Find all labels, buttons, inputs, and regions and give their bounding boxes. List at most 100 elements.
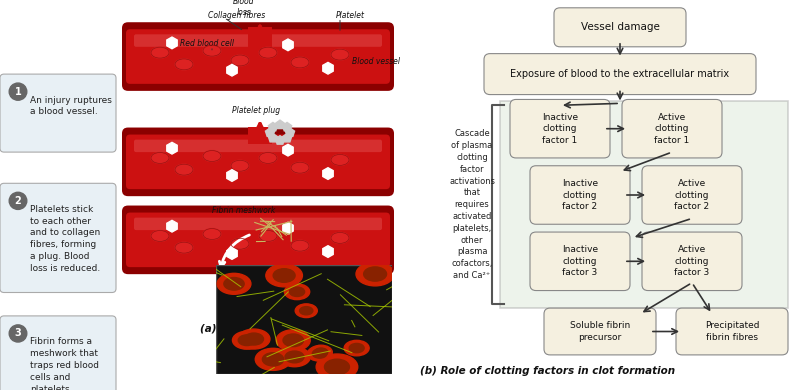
Text: 2: 2 — [14, 196, 22, 206]
FancyBboxPatch shape — [134, 140, 382, 152]
Circle shape — [290, 287, 305, 296]
Ellipse shape — [259, 230, 277, 241]
Polygon shape — [323, 62, 333, 74]
FancyBboxPatch shape — [500, 101, 788, 308]
FancyBboxPatch shape — [544, 308, 656, 355]
Circle shape — [10, 83, 27, 100]
Circle shape — [349, 344, 364, 353]
FancyBboxPatch shape — [122, 22, 394, 91]
Text: Exposure of blood to the extracellular matrix: Exposure of blood to the extracellular m… — [510, 69, 730, 79]
Ellipse shape — [291, 57, 309, 68]
Text: 1: 1 — [14, 87, 22, 97]
Text: An injury ruptures
a blood vessel.: An injury ruptures a blood vessel. — [30, 96, 112, 116]
FancyBboxPatch shape — [554, 8, 686, 47]
Circle shape — [244, 333, 263, 345]
Ellipse shape — [231, 55, 249, 66]
Ellipse shape — [175, 59, 193, 70]
Ellipse shape — [203, 151, 221, 161]
FancyBboxPatch shape — [676, 308, 788, 355]
Ellipse shape — [259, 47, 277, 58]
Circle shape — [300, 307, 313, 315]
FancyBboxPatch shape — [0, 183, 116, 292]
FancyBboxPatch shape — [134, 218, 382, 230]
FancyBboxPatch shape — [530, 166, 630, 224]
Polygon shape — [286, 128, 294, 136]
Circle shape — [312, 349, 327, 358]
Text: Active
clotting
factor 3: Active clotting factor 3 — [674, 245, 710, 277]
Polygon shape — [282, 122, 292, 131]
Ellipse shape — [203, 229, 221, 239]
FancyBboxPatch shape — [126, 213, 390, 267]
Text: Red blood cell: Red blood cell — [180, 39, 234, 48]
Circle shape — [316, 354, 358, 380]
Polygon shape — [268, 133, 278, 142]
FancyBboxPatch shape — [126, 135, 390, 189]
Ellipse shape — [231, 238, 249, 249]
Text: Active
clotting
factor 1: Active clotting factor 1 — [654, 113, 690, 145]
Text: Fibrin meshwork: Fibrin meshwork — [212, 206, 275, 214]
Text: Collagen fibres: Collagen fibres — [208, 11, 266, 20]
Polygon shape — [323, 246, 333, 257]
Polygon shape — [323, 168, 333, 179]
Circle shape — [273, 269, 295, 282]
Ellipse shape — [291, 240, 309, 251]
Circle shape — [344, 340, 369, 356]
Circle shape — [314, 348, 328, 356]
Ellipse shape — [175, 242, 193, 253]
Circle shape — [262, 353, 284, 366]
Text: Blood vessel: Blood vessel — [352, 57, 400, 66]
Text: Soluble fibrin
precursor: Soluble fibrin precursor — [570, 321, 630, 342]
FancyBboxPatch shape — [642, 232, 742, 291]
Polygon shape — [227, 170, 237, 181]
Circle shape — [10, 325, 27, 342]
Polygon shape — [282, 133, 292, 142]
Polygon shape — [227, 248, 237, 259]
Text: (a) Formation of a blood clot: (a) Formation of a blood clot — [200, 323, 367, 333]
Ellipse shape — [151, 230, 169, 241]
Circle shape — [224, 278, 244, 290]
Text: Active
clotting
factor 2: Active clotting factor 2 — [674, 179, 710, 211]
Circle shape — [284, 284, 310, 300]
Ellipse shape — [291, 162, 309, 173]
FancyBboxPatch shape — [642, 166, 742, 224]
Polygon shape — [268, 122, 278, 131]
Circle shape — [10, 192, 27, 209]
Ellipse shape — [151, 47, 169, 58]
Circle shape — [278, 347, 310, 367]
Text: (b) Role of clotting factors in clot formation: (b) Role of clotting factors in clot for… — [420, 366, 675, 376]
Text: Precipitated
fibrin fibres: Precipitated fibrin fibres — [705, 321, 759, 342]
FancyBboxPatch shape — [622, 99, 722, 158]
Ellipse shape — [331, 154, 349, 165]
FancyBboxPatch shape — [122, 128, 394, 196]
Polygon shape — [283, 144, 293, 156]
Circle shape — [238, 329, 270, 349]
FancyBboxPatch shape — [0, 316, 116, 390]
FancyBboxPatch shape — [510, 99, 610, 158]
FancyBboxPatch shape — [216, 265, 392, 374]
Circle shape — [356, 262, 394, 286]
FancyBboxPatch shape — [530, 232, 630, 291]
Polygon shape — [167, 37, 177, 49]
Text: Inactive
clotting
factor 1: Inactive clotting factor 1 — [542, 113, 578, 145]
Circle shape — [307, 346, 332, 361]
Polygon shape — [275, 120, 285, 129]
Text: Inactive
clotting
factor 3: Inactive clotting factor 3 — [562, 245, 598, 277]
Polygon shape — [167, 142, 177, 154]
FancyBboxPatch shape — [248, 127, 272, 144]
Text: Platelet plug: Platelet plug — [232, 106, 280, 115]
Polygon shape — [167, 220, 177, 232]
FancyBboxPatch shape — [126, 29, 390, 84]
FancyBboxPatch shape — [484, 53, 756, 95]
Circle shape — [266, 264, 302, 287]
FancyBboxPatch shape — [248, 27, 272, 51]
Text: Blood
loss: Blood loss — [234, 0, 254, 17]
Polygon shape — [227, 64, 237, 76]
Circle shape — [276, 330, 310, 351]
Text: Inactive
clotting
factor 2: Inactive clotting factor 2 — [562, 179, 598, 211]
Ellipse shape — [331, 232, 349, 243]
Circle shape — [283, 334, 303, 347]
Text: Cascade
of plasma
clotting
factor
activations
that
requires
activated
platelets,: Cascade of plasma clotting factor activa… — [449, 129, 495, 280]
Ellipse shape — [259, 152, 277, 163]
Text: Vessel damage: Vessel damage — [581, 22, 659, 32]
Ellipse shape — [175, 164, 193, 175]
